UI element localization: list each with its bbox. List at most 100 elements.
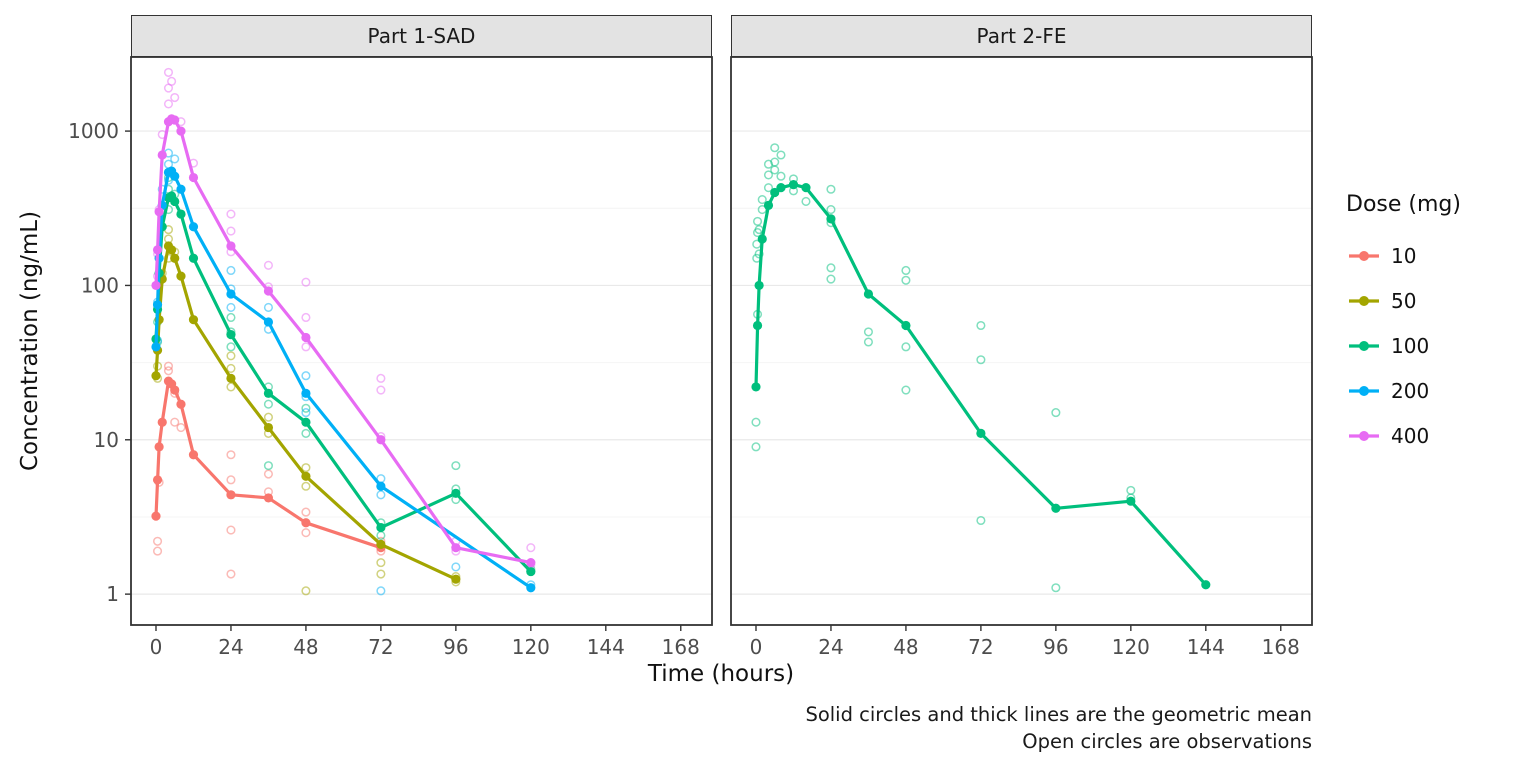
- legend-item-50: 50: [1346, 278, 1532, 323]
- observation-point: [226, 226, 236, 236]
- observation-point: [376, 569, 386, 579]
- mean-point: [376, 539, 386, 549]
- mean-point: [863, 289, 874, 299]
- x-axis-title: Time (hours): [647, 661, 795, 687]
- observation-point: [226, 265, 236, 276]
- x-tick-label: 48: [293, 635, 318, 659]
- observation-point: [301, 342, 311, 352]
- observation-point: [901, 275, 911, 285]
- mean-point: [152, 300, 163, 310]
- legend-label-200: 200: [1391, 378, 1430, 403]
- observation-point: [376, 558, 386, 568]
- mean-point: [770, 187, 780, 198]
- observation-point: [757, 195, 767, 205]
- observation-point: [901, 385, 911, 395]
- mean-point: [301, 417, 311, 427]
- mean-point: [1201, 580, 1211, 590]
- panel-background: [731, 57, 1312, 625]
- mean-point: [263, 422, 274, 433]
- y-tick-label: 100: [81, 273, 119, 297]
- observation-point: [770, 157, 780, 167]
- mean-point: [754, 280, 764, 291]
- observation-point: [176, 423, 186, 433]
- x-tick-label: 168: [1262, 635, 1300, 659]
- observation-point: [451, 461, 461, 471]
- mean-point: [188, 253, 199, 263]
- mean-point: [301, 332, 311, 343]
- observation-point: [301, 463, 311, 473]
- y-tick-label: 10: [94, 428, 119, 452]
- mean-point: [226, 289, 236, 299]
- observation-point: [301, 403, 311, 413]
- observation-point: [226, 382, 236, 392]
- mean-point: [801, 183, 811, 193]
- observation-point: [163, 67, 174, 77]
- panel-border: [130, 56, 713, 626]
- observation-point: [263, 399, 273, 409]
- caption-line-2: Open circles are observations: [1022, 730, 1312, 753]
- observation-point: [226, 209, 236, 219]
- mean-point: [226, 373, 236, 383]
- observation-point: [226, 363, 236, 373]
- mean-point: [301, 388, 311, 398]
- mean-point: [376, 522, 386, 533]
- legend-label-10: 10: [1391, 243, 1417, 268]
- mean-point: [976, 428, 986, 438]
- observation-point: [263, 469, 273, 479]
- observation-point: [263, 260, 273, 270]
- observation-point: [226, 525, 236, 535]
- mean-point: [176, 271, 186, 281]
- mean-point: [451, 488, 461, 498]
- x-tick-label: 96: [443, 635, 468, 659]
- legend-key-icon: [1349, 340, 1379, 351]
- mean-point: [263, 317, 274, 327]
- mean-point: [263, 388, 274, 398]
- legend-label-100: 100: [1391, 333, 1430, 358]
- legend-key-icon: [1349, 250, 1379, 261]
- mean-point: [152, 245, 163, 255]
- observation-point: [226, 569, 236, 579]
- observation-point: [170, 417, 180, 427]
- mean-point: [157, 417, 167, 427]
- observation-point: [226, 475, 236, 485]
- x-tick-label: 0: [150, 635, 163, 659]
- panel-background: [131, 57, 712, 625]
- mean-line-dose-100: [754, 183, 1208, 587]
- legend-key-icon: [1349, 295, 1379, 306]
- observation-point: [776, 150, 786, 160]
- mean-point: [176, 399, 186, 409]
- mean-point: [188, 172, 199, 183]
- x-tick-label: 120: [512, 635, 550, 659]
- observation-point: [263, 302, 273, 313]
- y-axis-title: Concentration (ng/mL): [17, 210, 43, 472]
- panel-border: [730, 56, 1313, 626]
- mean-point: [188, 450, 199, 460]
- mean-point: [451, 574, 461, 584]
- mean-point: [301, 518, 311, 528]
- legend-key-icon: [1349, 385, 1379, 396]
- mean-point: [526, 566, 536, 577]
- mean-point: [151, 511, 161, 521]
- facet-strip-part2: Part 2-FE: [731, 15, 1312, 57]
- mean-point: [763, 200, 774, 211]
- observation-point: [301, 408, 311, 418]
- observation-point: [1051, 583, 1061, 593]
- mean-point: [151, 280, 161, 291]
- mean-point: [901, 320, 911, 331]
- observation-point: [976, 355, 986, 365]
- observation-point: [770, 143, 780, 153]
- observation-point: [301, 428, 311, 438]
- x-tick-label: 168: [662, 635, 700, 659]
- x-tick-label: 48: [893, 635, 918, 659]
- observation-point: [376, 385, 386, 395]
- observation-point: [901, 342, 911, 352]
- observation-point: [801, 196, 811, 207]
- mean-point: [826, 214, 836, 224]
- mean-point: [167, 245, 177, 255]
- observation-point: [376, 490, 386, 500]
- mean-point: [226, 330, 236, 340]
- mean-point: [170, 385, 180, 395]
- observation-point: [263, 412, 273, 422]
